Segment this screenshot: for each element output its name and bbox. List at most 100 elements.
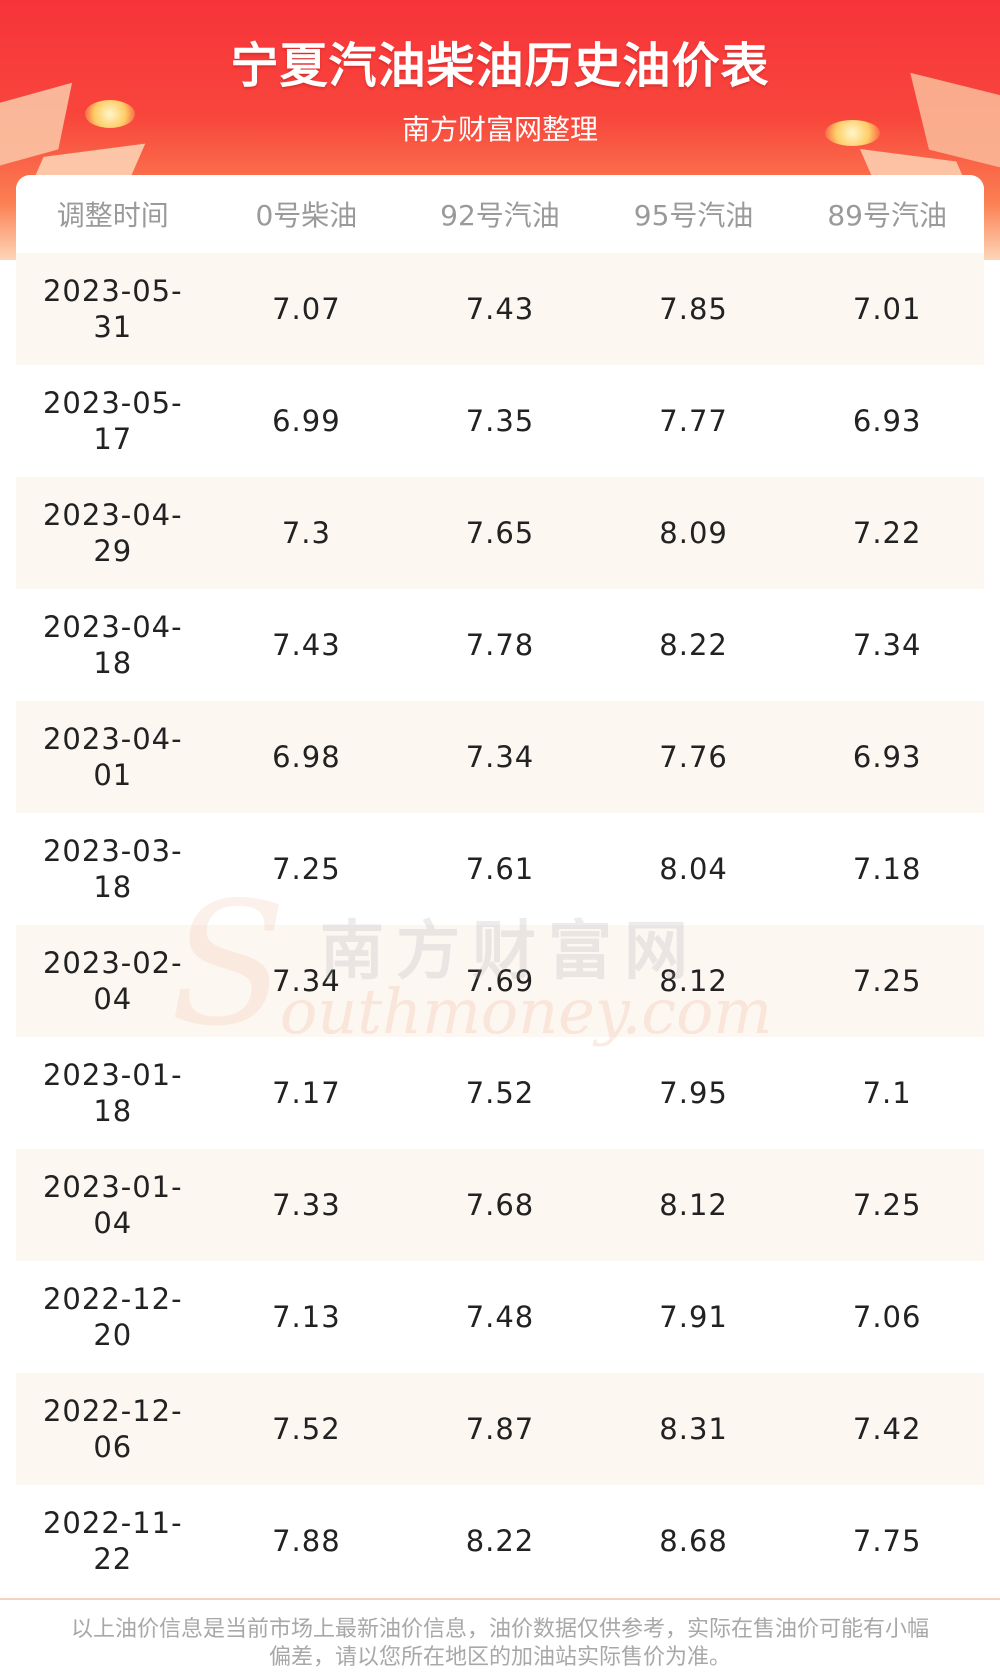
column-header-gasoline-95: 95号汽油 [633,199,754,232]
adjust-date-part-2: 06 [93,1430,133,1464]
gasoline-95-price: 7.95 [659,1076,728,1110]
adjust-date-part-1: 2023-04- [42,498,183,532]
adjust-date-part-2: 22 [93,1542,133,1576]
gasoline-89-price: 6.93 [852,740,922,774]
decorative-glow [85,100,135,128]
gasoline-95-price: 8.09 [659,516,728,550]
gasoline-89-price: 7.25 [852,1188,922,1222]
gasoline-95-price: 7.85 [659,292,728,326]
disclaimer-line-2: 偏差，请以您所在地区的加油站实际售价为准。 [268,1645,731,1670]
adjust-date-part-1: 2023-04- [42,722,183,756]
table-row: 2023-01- 04 7.33 7.68 8.12 7.25 [16,1149,984,1261]
gasoline-92-price: 7.69 [465,964,535,998]
gasoline-89-price: 7.75 [852,1524,922,1558]
gasoline-89-price: 7.18 [852,852,922,886]
column-header-gasoline-89: 89号汽油 [827,199,947,232]
gasoline-95-price: 8.31 [659,1412,728,1446]
adjust-date: 2022-12- 06 [16,1393,210,1465]
gasoline-92-price: 7.78 [465,628,535,662]
table-body: 2023-05- 31 7.07 7.43 7.85 7.01 2023-05- 17 6.99… [16,253,984,1597]
adjust-date-part-2: 17 [93,422,133,456]
diesel-0-price: 6.99 [272,404,341,438]
column-header-gasoline-92: 92号汽油 [440,199,560,232]
table-row: 2022-12- 20 7.13 7.48 7.91 7.06 [16,1261,984,1373]
diesel-0-price: 7.07 [272,292,341,326]
adjust-date: 2023-03- 18 [16,833,210,905]
gasoline-89-price: 6.93 [852,404,922,438]
diesel-0-price: 7.52 [272,1412,341,1446]
adjust-date-part-2: 18 [93,646,133,680]
adjust-date: 2022-11- 22 [16,1505,210,1577]
adjust-date-part-2: 01 [93,758,133,792]
gasoline-95-price: 8.22 [659,628,728,662]
gasoline-92-price: 7.43 [465,292,535,326]
price-table: 调整时间 0号柴油 92号汽油 95号汽油 89号汽油 2023-05- 31 7.… [16,175,984,1598]
adjust-date-part-2: 20 [93,1318,133,1352]
adjust-date-part-2: 04 [93,982,133,1016]
diesel-0-price: 7.34 [272,964,341,998]
table-header: 调整时间 0号柴油 92号汽油 95号汽油 89号汽油 [16,175,984,253]
adjust-date-part-1: 2023-05- [42,274,183,308]
adjust-date-part-1: 2023-05- [42,386,183,420]
adjust-date-part-1: 2023-01- [42,1058,183,1092]
gasoline-92-price: 7.35 [465,404,535,438]
gasoline-95-price: 8.12 [659,964,728,998]
adjust-date-part-1: 2022-11- [42,1506,183,1540]
adjust-date: 2023-02- 04 [16,945,210,1017]
adjust-date: 2023-04- 18 [16,609,210,681]
gasoline-89-price: 7.1 [862,1076,912,1110]
table-row: 2023-01- 18 7.17 7.52 7.95 7.1 [16,1037,984,1149]
gasoline-89-price: 7.06 [852,1300,922,1334]
gasoline-95-price: 8.68 [659,1524,728,1558]
diesel-0-price: 7.13 [272,1300,341,1334]
gasoline-95-price: 7.76 [659,740,728,774]
table-row: 2023-04- 18 7.43 7.78 8.22 7.34 [16,589,984,701]
gasoline-92-price: 7.52 [465,1076,535,1110]
adjust-date-part-2: 04 [93,1206,133,1240]
gasoline-89-price: 7.22 [852,516,922,550]
table-row: 2023-05- 31 7.07 7.43 7.85 7.01 [16,253,984,365]
adjust-date: 2022-12- 20 [16,1281,210,1353]
table-row: 2023-02- 04 7.34 7.69 8.12 7.25 [16,925,984,1037]
gasoline-89-price: 7.01 [852,292,922,326]
disclaimer-line-1: 以上油价信息是当前市场上最新油价信息，油价数据仅供参考，实际在售油价可能有小幅 [70,1617,929,1642]
adjust-date-part-1: 2023-04- [42,610,183,644]
decorative-glow [825,120,880,146]
adjust-date: 2023-05- 17 [16,385,210,457]
adjust-date-part-1: 2023-02- [42,946,183,980]
table-row: 2022-12- 06 7.52 7.87 8.31 7.42 [16,1373,984,1485]
gasoline-89-price: 7.34 [852,628,922,662]
table-row: 2023-04- 01 6.98 7.34 7.76 6.93 [16,701,984,813]
column-header-date: 调整时间 [56,199,169,232]
gasoline-92-price: 8.22 [465,1524,535,1558]
gasoline-92-price: 7.68 [465,1188,535,1222]
gasoline-89-price: 7.25 [852,964,922,998]
diesel-0-price: 7.3 [281,516,331,550]
adjust-date: 2023-01- 18 [16,1057,210,1129]
adjust-date-part-1: 2022-12- [42,1394,183,1428]
adjust-date-part-1: 2023-03- [42,834,183,868]
gasoline-92-price: 7.34 [465,740,535,774]
diesel-0-price: 7.33 [272,1188,341,1222]
gasoline-89-price: 7.42 [852,1412,922,1446]
table-row: 2023-05- 17 6.99 7.35 7.77 6.93 [16,365,984,477]
adjust-date: 2023-05- 31 [16,273,210,345]
gasoline-92-price: 7.48 [465,1300,535,1334]
diesel-0-price: 7.25 [272,852,341,886]
adjust-date: 2023-01- 04 [16,1169,210,1241]
table-row: 2022-11- 22 7.88 8.22 8.68 7.75 [16,1485,984,1597]
diesel-0-price: 7.43 [272,628,341,662]
column-header-diesel-0: 0号柴油 [255,199,358,232]
adjust-date-part-2: 31 [93,310,133,344]
gasoline-95-price: 8.12 [659,1188,728,1222]
adjust-date: 2023-04- 01 [16,721,210,793]
adjust-date-part-2: 29 [93,534,133,568]
diesel-0-price: 7.88 [272,1524,341,1558]
adjust-date-part-2: 18 [93,870,133,904]
diesel-0-price: 7.17 [272,1076,341,1110]
gasoline-92-price: 7.61 [465,852,535,886]
gasoline-95-price: 7.91 [659,1300,728,1334]
adjust-date-part-1: 2023-01- [42,1170,183,1204]
page-subtitle: 南方财富网整理 [401,113,598,146]
gasoline-95-price: 8.04 [659,852,728,886]
